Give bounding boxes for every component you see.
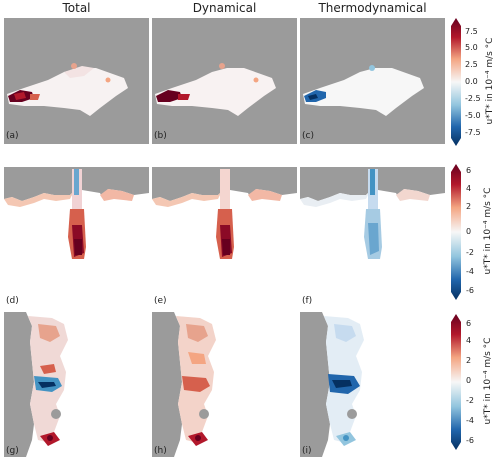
- panel-e: [152, 167, 297, 267]
- cb2-tick: -4: [466, 267, 474, 276]
- panel-label-b: (b): [154, 131, 167, 141]
- cb3-tick: 2: [466, 356, 472, 365]
- colorbar-2-label: u*T* in 10⁻⁴ m/s °C: [483, 187, 493, 275]
- cb1-tick: 2.5: [465, 60, 478, 69]
- panel-label-d: (d): [6, 296, 19, 306]
- cb1-tick: 7.5: [465, 27, 478, 36]
- colorbar-1: [451, 18, 461, 150]
- cb1-tick: -2.5: [465, 94, 481, 103]
- colorbar-2: [451, 164, 461, 304]
- panel-h: [152, 312, 297, 457]
- cb1-tick: 5.0: [465, 43, 478, 52]
- column-title-total: Total: [62, 1, 91, 15]
- cb1-tick: 0.0: [465, 77, 478, 86]
- cb1-tick: -5.0: [465, 111, 481, 120]
- cb2-tick: 2: [466, 202, 472, 211]
- cb2-tick: 0: [466, 227, 472, 236]
- panel-i: [300, 312, 445, 457]
- cb2-tick: -6: [466, 286, 474, 295]
- colorbar-3-label: u*T* in 10⁻⁴ m/s °C: [483, 337, 493, 425]
- colorbar-1-label: u*T* in 10⁻⁴ m/s °C: [485, 37, 495, 125]
- panel-label-f: (f): [302, 296, 313, 306]
- panel-b: [152, 18, 297, 144]
- panel-d: [4, 167, 149, 267]
- cb3-tick: -6: [466, 436, 474, 445]
- cb1-tick: -7.5: [465, 128, 481, 137]
- cb2-tick: 6: [466, 166, 472, 175]
- panel-g: [4, 312, 149, 457]
- panel-label-e: (e): [154, 296, 167, 306]
- panel-label-g: (g): [6, 446, 19, 456]
- panel-a: [4, 18, 149, 144]
- panel-label-c: (c): [302, 131, 314, 141]
- panel-f: [300, 167, 445, 267]
- column-title-dynamical: Dynamical: [192, 1, 257, 15]
- cb3-tick: 6: [466, 319, 472, 328]
- panel-label-i: (i): [302, 446, 312, 456]
- cb2-tick: 4: [466, 184, 472, 193]
- cb3-tick: 4: [466, 336, 472, 345]
- column-title-thermodynamical: Thermodynamical: [318, 1, 427, 15]
- cb3-tick: 0: [466, 376, 472, 385]
- panel-c: [300, 18, 445, 144]
- panel-label-a: (a): [6, 131, 19, 141]
- cb2-tick: -2: [466, 248, 474, 257]
- panel-label-h: (h): [154, 446, 167, 456]
- cb3-tick: -4: [466, 416, 474, 425]
- cb3-tick: -2: [466, 396, 474, 405]
- colorbar-3: [451, 314, 461, 454]
